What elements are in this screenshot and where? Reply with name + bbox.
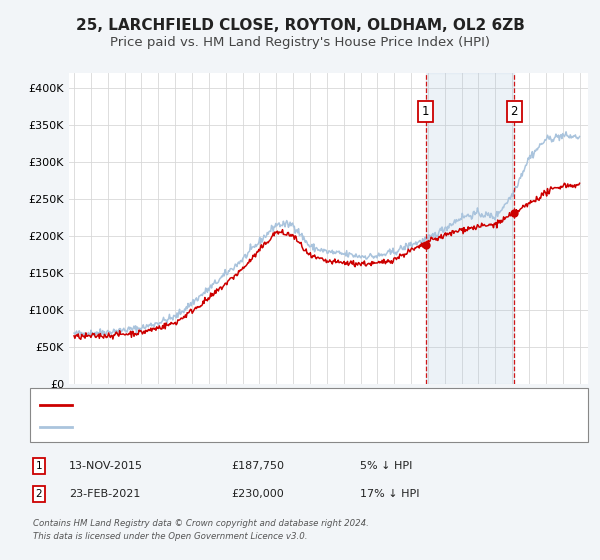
- Text: £187,750: £187,750: [231, 461, 284, 471]
- Text: 1: 1: [35, 461, 43, 471]
- Text: £230,000: £230,000: [231, 489, 284, 499]
- Text: 25, LARCHFIELD CLOSE, ROYTON, OLDHAM, OL2 6ZB (detached house): 25, LARCHFIELD CLOSE, ROYTON, OLDHAM, OL…: [78, 399, 448, 409]
- Text: 2: 2: [511, 105, 518, 118]
- Text: Contains HM Land Registry data © Crown copyright and database right 2024.: Contains HM Land Registry data © Crown c…: [33, 519, 369, 528]
- Text: 13-NOV-2015: 13-NOV-2015: [69, 461, 143, 471]
- Text: Price paid vs. HM Land Registry's House Price Index (HPI): Price paid vs. HM Land Registry's House …: [110, 36, 490, 49]
- Text: 25, LARCHFIELD CLOSE, ROYTON, OLDHAM, OL2 6ZB: 25, LARCHFIELD CLOSE, ROYTON, OLDHAM, OL…: [76, 18, 524, 32]
- Text: 17% ↓ HPI: 17% ↓ HPI: [360, 489, 419, 499]
- Bar: [426, 73, 514, 384]
- Text: 2: 2: [35, 489, 43, 499]
- Text: HPI: Average price, detached house, Oldham: HPI: Average price, detached house, Oldh…: [78, 422, 312, 432]
- Text: 23-FEB-2021: 23-FEB-2021: [69, 489, 140, 499]
- Text: 5% ↓ HPI: 5% ↓ HPI: [360, 461, 412, 471]
- Text: This data is licensed under the Open Government Licence v3.0.: This data is licensed under the Open Gov…: [33, 532, 308, 541]
- Text: 1: 1: [422, 105, 430, 118]
